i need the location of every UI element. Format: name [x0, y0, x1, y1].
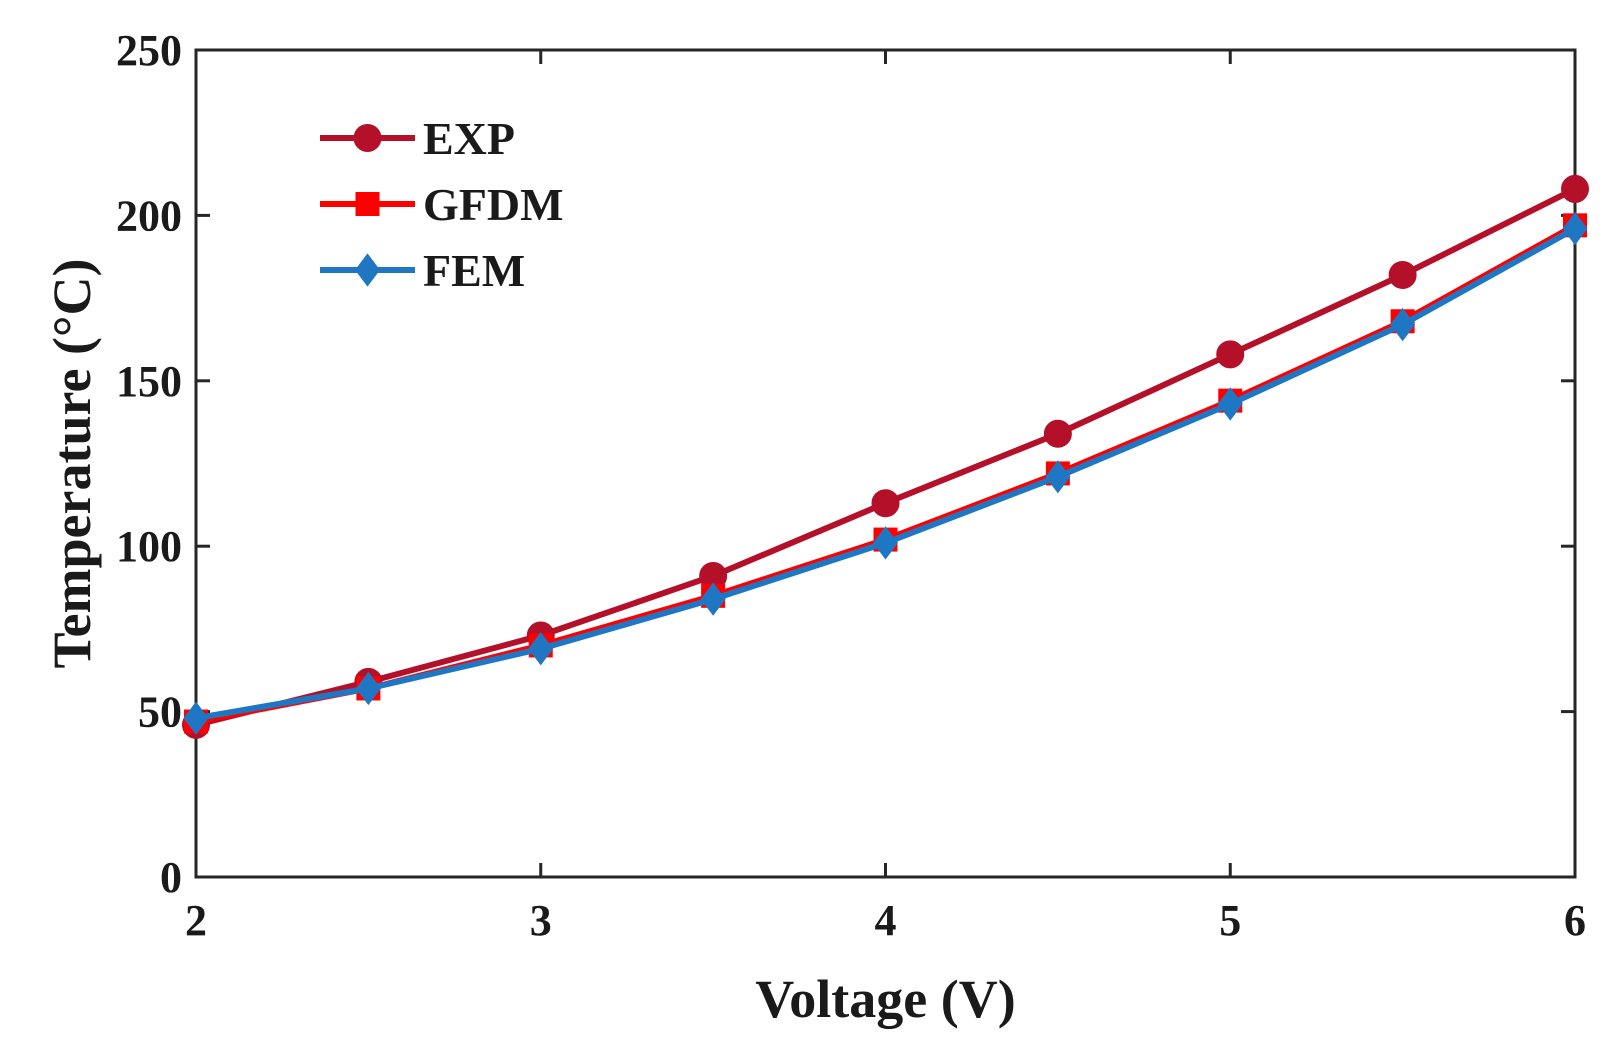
legend-item-exp: EXP — [320, 113, 515, 164]
data-point-fem — [1390, 307, 1416, 342]
ticks-layer: 2 3 4 5 6 0 50 100 150 200 250 — [116, 26, 1586, 945]
legend: EXP GFDM FEM — [320, 113, 564, 296]
data-point-exp — [1388, 260, 1417, 289]
legend-label: GFDM — [423, 179, 564, 230]
x-tick-label: 6 — [1564, 896, 1586, 945]
data-point-fem — [700, 582, 726, 616]
legend-label: FEM — [423, 245, 525, 296]
y-tick-label: 250 — [116, 26, 182, 75]
y-tick-label: 0 — [160, 853, 182, 902]
y-axis-title: Temperature (°C) — [42, 258, 102, 668]
data-point-fem — [1562, 211, 1588, 246]
plot-frame — [194, 48, 1577, 879]
series-gfdm — [184, 213, 1587, 734]
x-tick-label: 5 — [1219, 896, 1241, 945]
legend-marker — [355, 253, 380, 287]
data-point-exp — [1043, 419, 1072, 448]
x-axis-title: Voltage (V) — [755, 969, 1015, 1029]
data-point-exp — [1216, 340, 1245, 369]
data-point-exp — [1561, 174, 1589, 203]
data-point-fem — [355, 671, 381, 706]
series-layer — [182, 174, 1589, 739]
x-tick-label: 2 — [185, 896, 207, 945]
y-tick-label: 50 — [138, 688, 182, 737]
data-point-exp — [871, 489, 900, 518]
data-point-fem — [1045, 460, 1071, 494]
data-point-fem — [1217, 387, 1243, 421]
legend-item-gfdm: GFDM — [320, 179, 564, 230]
y-tick-label: 100 — [116, 522, 182, 571]
series-fem — [183, 211, 1588, 735]
y-tick-label: 150 — [116, 357, 182, 406]
series-line-gfdm — [195, 222, 1577, 725]
data-point-fem — [183, 701, 209, 735]
y-tick-label: 200 — [116, 191, 182, 240]
series-line-fem — [195, 226, 1577, 722]
data-point-fem — [528, 632, 554, 666]
legend-marker — [353, 124, 382, 152]
legend-marker — [355, 192, 380, 216]
legend-item-fem: FEM — [320, 245, 525, 296]
data-point-fem — [873, 526, 898, 560]
series-exp — [182, 174, 1589, 739]
legend-label: EXP — [423, 113, 515, 164]
x-tick-label: 4 — [875, 896, 897, 945]
x-tick-label: 3 — [530, 896, 552, 945]
